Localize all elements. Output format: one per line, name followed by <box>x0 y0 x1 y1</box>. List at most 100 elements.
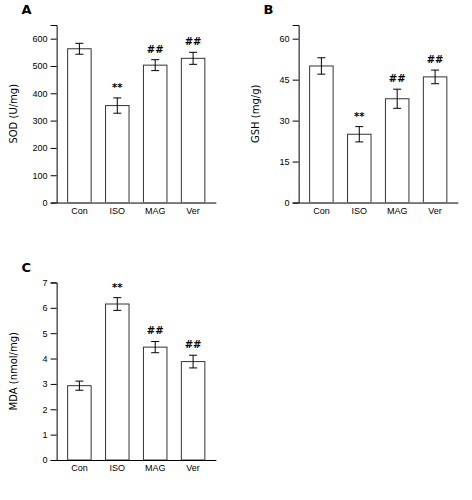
tick-mark <box>293 162 299 163</box>
x-axis: ConISOMAGVer <box>299 203 458 216</box>
y-tick: 3 <box>43 379 57 389</box>
tick-label: Ver <box>186 463 200 473</box>
tick-label: 200 <box>33 143 48 153</box>
tick-label: 45 <box>280 75 290 85</box>
error-bar-line <box>117 298 118 311</box>
figure: 0100200300400500600ConISOMAGVer**####SOD… <box>0 0 472 500</box>
bar <box>143 65 167 202</box>
y-tick: 0 <box>43 455 57 465</box>
plot-area <box>310 58 447 203</box>
bar <box>181 58 205 202</box>
tick-mark <box>51 384 57 385</box>
x-tick: Ver <box>186 460 200 473</box>
bar <box>348 134 372 202</box>
error-bar-line <box>151 341 159 342</box>
x-tick: MAG <box>145 460 166 473</box>
tick-mark <box>293 203 299 204</box>
error-bar-line <box>113 113 121 114</box>
error-bar-line <box>393 108 401 109</box>
bar <box>68 386 92 460</box>
y-tick: 600 <box>33 34 57 44</box>
error-bar <box>75 43 83 54</box>
x-tick: MAG <box>145 203 166 216</box>
plot-area <box>68 298 205 460</box>
bar <box>106 304 130 460</box>
tick-label: 300 <box>33 116 48 126</box>
error-bar-line <box>113 97 121 98</box>
y-tick: 0 <box>43 198 57 208</box>
axis-line <box>57 460 216 461</box>
bar <box>106 106 130 203</box>
error-bar-line <box>151 70 159 71</box>
tick-mark <box>51 93 57 94</box>
tick-label: Con <box>71 463 88 473</box>
y-tick: 7 <box>43 278 57 288</box>
x-axis: ConISOMAGVer <box>57 203 216 216</box>
panel: 0100200300400500600ConISOMAGVer**####SOD… <box>8 2 217 216</box>
y-axis-title: GSH (mg/g) <box>250 84 261 143</box>
significance-label: ## <box>185 339 202 350</box>
error-bar <box>355 127 363 142</box>
error-bar <box>393 89 401 108</box>
significance-label: ## <box>147 325 164 336</box>
error-bar-line <box>355 141 363 142</box>
x-tick: Con <box>71 460 88 473</box>
bar <box>143 347 167 460</box>
panel-label: A <box>22 2 32 17</box>
tick-label: 2 <box>43 405 48 415</box>
axis-line <box>51 26 58 204</box>
tick-mark <box>51 203 57 204</box>
error-bar-line <box>431 70 439 71</box>
plot-area <box>68 43 205 202</box>
y-axis-title: MDA (nmol/mg) <box>8 332 19 411</box>
error-bar-line <box>193 52 194 64</box>
tick-label: Ver <box>428 206 442 216</box>
error-bar-line <box>189 52 197 53</box>
bar <box>385 99 409 203</box>
y-tick: 400 <box>33 89 57 99</box>
error-bar-line <box>155 60 156 71</box>
tick-label: Ver <box>186 206 200 216</box>
axis-line <box>51 283 58 461</box>
tick-mark <box>51 148 57 149</box>
bar <box>68 49 92 203</box>
error-bar-line <box>113 310 121 311</box>
tick-label: 4 <box>43 354 48 364</box>
tick-mark <box>51 66 57 67</box>
axis-line <box>293 26 300 204</box>
x-tick: Con <box>71 203 88 216</box>
error-bar <box>113 98 121 113</box>
error-bar-line <box>113 297 121 298</box>
significance-label: ** <box>112 282 123 293</box>
tick-mark <box>293 121 299 122</box>
y-tick: 15 <box>280 157 299 167</box>
error-bar-line <box>155 342 156 353</box>
error-bar-line <box>75 390 83 391</box>
y-tick: 30 <box>280 116 299 126</box>
tick-label: Con <box>71 206 88 216</box>
error-bar <box>431 70 439 84</box>
error-bar-line <box>75 43 83 44</box>
tick-label: 60 <box>280 34 290 44</box>
error-bar-line <box>189 64 197 65</box>
error-bar-line <box>79 381 80 390</box>
significance-label: ## <box>427 54 444 65</box>
tick-label: 600 <box>33 34 48 44</box>
tick-label: MAG <box>387 206 408 216</box>
tick-label: 6 <box>43 303 48 313</box>
y-tick: 5 <box>43 329 57 339</box>
y-tick: 2 <box>43 405 57 415</box>
tick-mark <box>51 39 57 40</box>
error-bar-line <box>79 43 80 54</box>
tick-label: 15 <box>280 157 290 167</box>
tick-label: 100 <box>33 171 48 181</box>
tick-label: 30 <box>280 116 290 126</box>
tick-label: 5 <box>43 329 48 339</box>
x-axis: ConISOMAGVer <box>57 460 216 473</box>
error-bar-line <box>193 355 194 368</box>
error-bar-line <box>151 352 159 353</box>
tick-mark <box>51 175 57 176</box>
y-tick: 1 <box>43 430 57 440</box>
bar <box>310 66 334 203</box>
error-bar <box>151 60 159 71</box>
